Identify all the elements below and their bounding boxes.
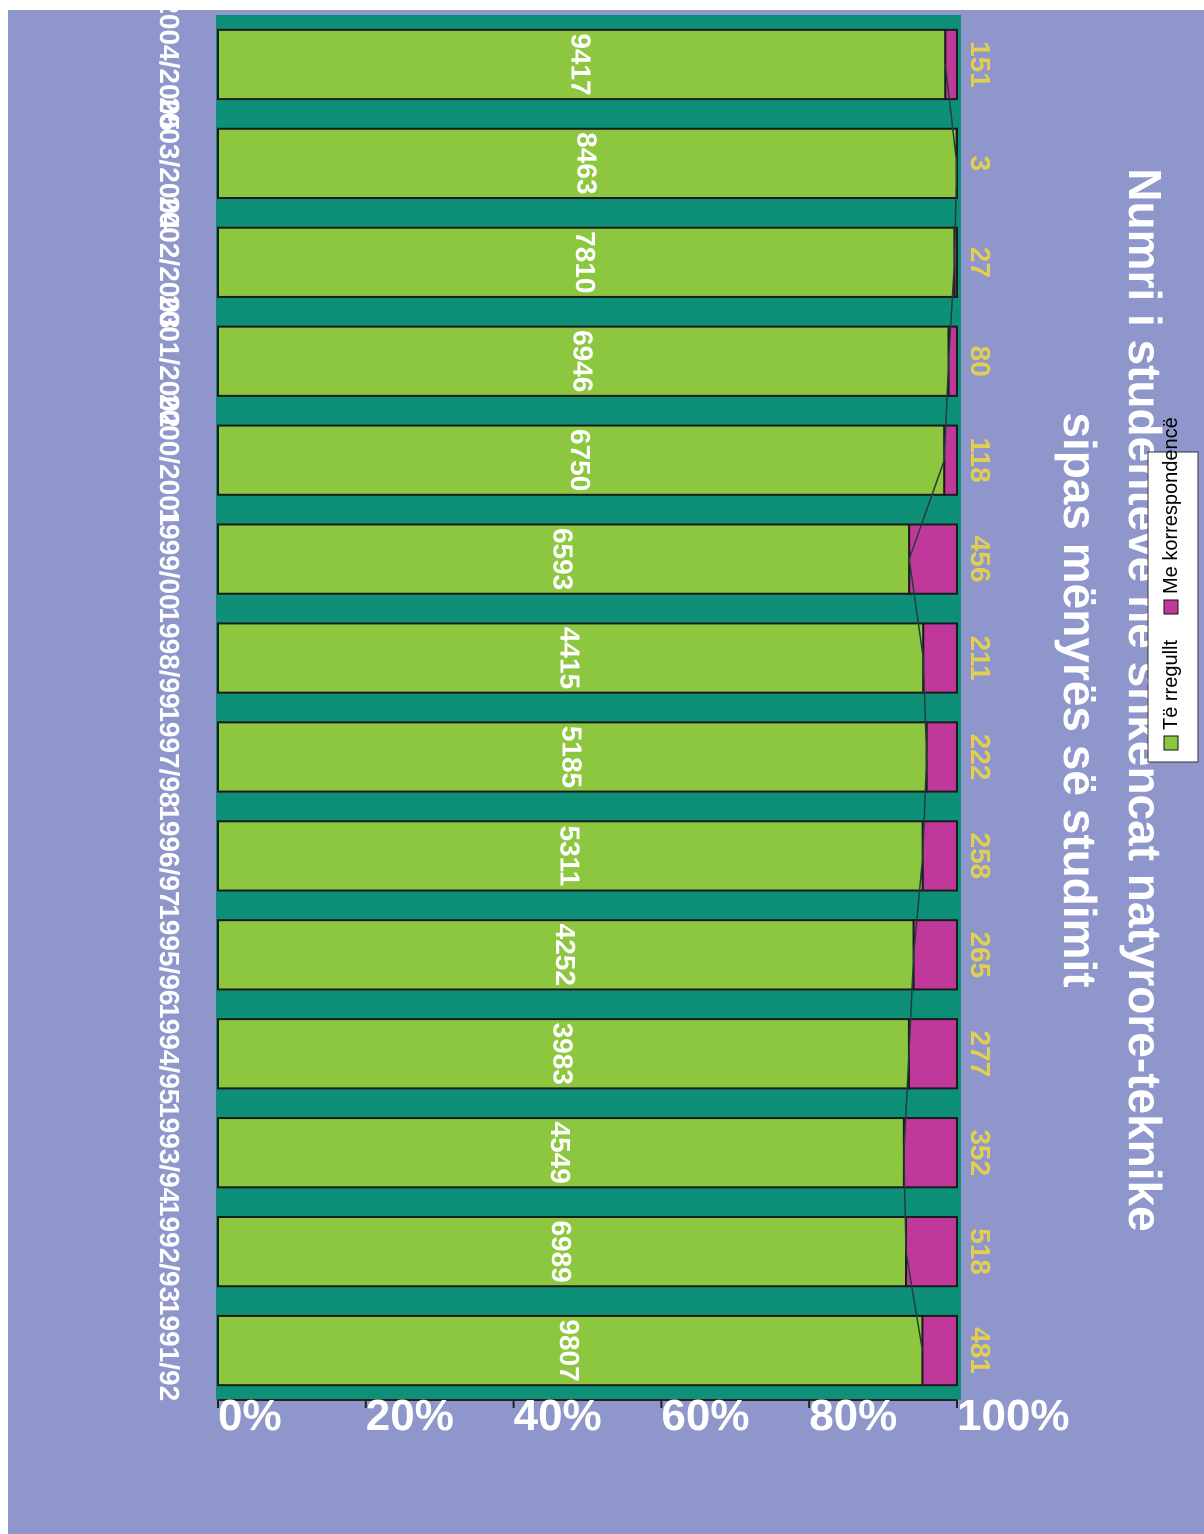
bar-correspondence (912, 919, 958, 991)
bars (216, 28, 958, 1387)
data-label-correspondence: 352 (965, 1129, 996, 1176)
data-label-correspondence: 265 (965, 931, 996, 978)
data-label-regular: 4252 (550, 924, 581, 986)
rotated-chart: 0% 20% 40% 60% 80% 100% 9807 481 1991/92 6989 518… (154, 0, 1171, 1440)
bar-correspondence (905, 1215, 958, 1288)
labels: 9807 481 1991/92 6989 518 1992/93 4549 352 1993/… (154, 0, 996, 1401)
data-label-regular: 6946 (567, 330, 598, 392)
legend-swatch (1163, 735, 1179, 751)
data-label-correspondence: 118 (965, 438, 996, 483)
legend: Të rregullt Me korrespondencë (1147, 417, 1199, 763)
data-label-regular: 5311 (554, 826, 585, 887)
category-label: 2002/2003 (154, 196, 185, 328)
category-label: 2003/2004 (154, 97, 185, 230)
category-label: 1996/97 (154, 805, 185, 906)
legend-label: Të rregullt (1160, 640, 1182, 730)
chart-subtitle: sipas mënyrës së studimit (1054, 412, 1106, 987)
data-label-regular: 5185 (556, 726, 587, 788)
data-label-regular: 4415 (555, 627, 586, 689)
category-label: 2000/2001 (154, 394, 185, 526)
data-label-correspondence: 258 (965, 833, 996, 880)
axes: 0% 20% 40% 60% 80% 100% (217, 1391, 1070, 1440)
data-label-regular: 6593 (548, 528, 579, 590)
category-label: 1993/94 (154, 1102, 185, 1204)
value-tick-label: 20% (366, 1391, 454, 1440)
data-label-regular: 3983 (547, 1023, 578, 1085)
bar-correspondence (944, 28, 958, 101)
bar-correspondence (922, 622, 958, 694)
series-connector-line (903, 64, 958, 1351)
value-tick-label: 60% (661, 1391, 749, 1440)
data-label-regular: 6750 (565, 429, 596, 491)
data-label-regular: 4549 (545, 1122, 576, 1184)
category-label: 1997/98 (154, 706, 185, 807)
bar-correspondence (902, 1117, 958, 1189)
data-label-correspondence: 456 (965, 536, 996, 583)
data-label-correspondence: 3 (965, 156, 996, 172)
category-label: 2004/2005 (154, 0, 185, 131)
data-label-correspondence: 27 (965, 247, 996, 278)
data-label-regular: 9417 (566, 33, 597, 95)
legend-swatch (1163, 599, 1179, 615)
category-label: 1998/99 (154, 607, 185, 708)
legend-label: Me korrespondencë (1160, 417, 1182, 594)
bar-correspondence (921, 820, 958, 892)
data-label-regular: 8463 (571, 132, 602, 194)
data-label-regular: 6989 (546, 1220, 577, 1282)
category-label: 2001/2002 (154, 295, 185, 427)
value-tick-label: 0% (218, 1391, 282, 1440)
data-label-regular: 7810 (570, 231, 601, 293)
data-label-correspondence: 151 (965, 41, 996, 88)
bar-correspondence (925, 721, 958, 793)
data-label-correspondence: 481 (965, 1327, 996, 1374)
category-label: 1995/96 (154, 904, 185, 1005)
data-label-correspondence: 277 (965, 1030, 996, 1077)
bar-correspondence (908, 523, 958, 595)
data-label-correspondence: 222 (965, 734, 996, 781)
data-label-correspondence: 80 (965, 346, 996, 377)
plot-area (216, 15, 961, 1400)
value-tick-label: 80% (809, 1391, 897, 1440)
data-label-correspondence: 518 (965, 1228, 996, 1275)
category-label: 1992/93 (154, 1201, 185, 1302)
bar-correspondence (907, 1018, 958, 1090)
value-tick-label: 100% (957, 1391, 1070, 1440)
data-label-regular: 9807 (554, 1319, 585, 1381)
data-label-correspondence: 211 (965, 635, 996, 680)
value-tick-label: 40% (514, 1391, 602, 1440)
category-label: 1994/95 (154, 1003, 185, 1104)
category-label: 1991/92 (154, 1300, 185, 1401)
bar-correspondence (921, 1314, 958, 1387)
category-label: 1999/00 (154, 508, 185, 609)
bar-correspondence (943, 424, 958, 496)
